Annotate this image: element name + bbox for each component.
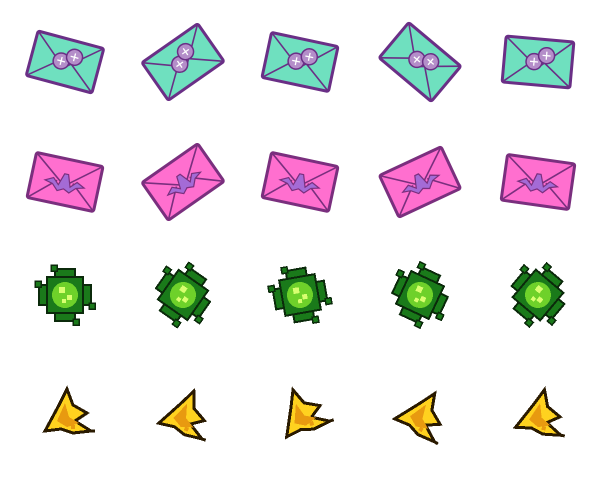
yellow-bird-icon (5, 355, 125, 475)
green-bug-icon (5, 235, 125, 355)
green-bug-icon (478, 235, 598, 355)
teal-envelope-icon (360, 2, 480, 122)
teal-envelope-icon (240, 2, 360, 122)
pink-envelope-icon (123, 122, 243, 242)
yellow-bird-icon (478, 355, 598, 475)
green-bug-icon (240, 235, 360, 355)
teal-envelope-icon (123, 2, 243, 122)
green-bug-icon (123, 235, 243, 355)
pink-envelope-icon (478, 122, 598, 242)
pink-envelope-icon (5, 122, 125, 242)
yellow-bird-icon (240, 355, 360, 475)
teal-envelope-icon (5, 2, 125, 122)
green-bug-icon (360, 235, 480, 355)
teal-envelope-icon (478, 2, 598, 122)
pink-envelope-icon (360, 122, 480, 242)
yellow-bird-icon (123, 355, 243, 475)
yellow-bird-icon (360, 355, 480, 475)
pink-envelope-icon (240, 122, 360, 242)
